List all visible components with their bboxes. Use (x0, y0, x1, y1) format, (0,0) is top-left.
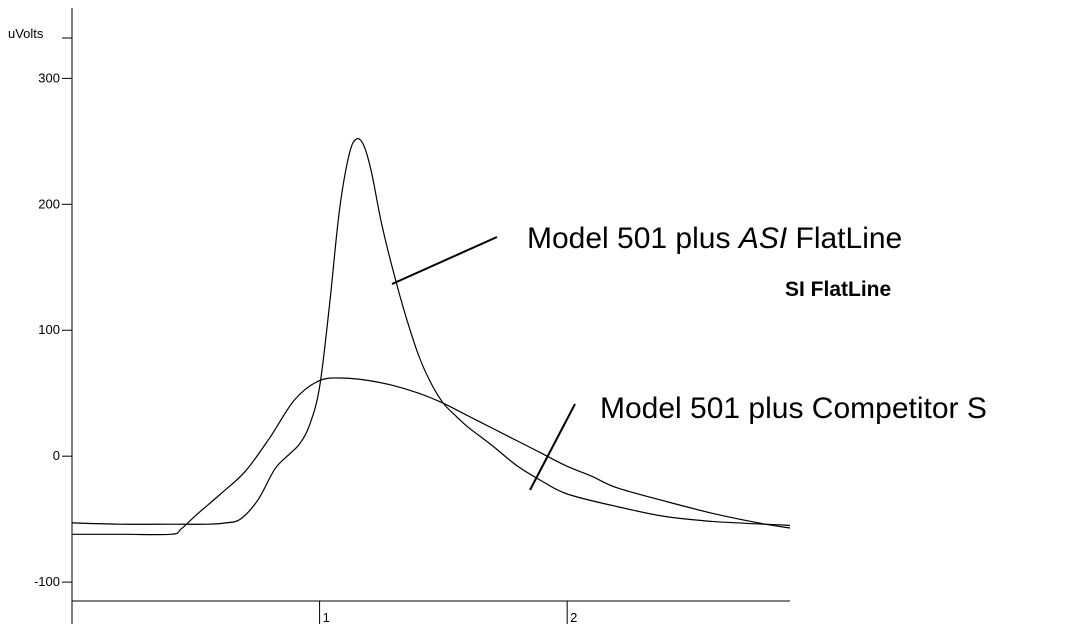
annotation-asi-italic: ASI (737, 222, 787, 255)
series-competitor-s-line (71, 377, 791, 536)
annotation-asi-pre: Model 501 plus (527, 222, 739, 255)
y-ticks: 300 200 100 0 -100 (34, 70, 72, 589)
y-tick-label: 300 (38, 70, 60, 85)
annotation-leader-competitor (529, 403, 576, 491)
annotations: Model 501 plus ASI FlatLine SI FlatLine … (391, 222, 987, 491)
axes: uVolts (8, 8, 790, 624)
y-tick-label: -100 (34, 574, 60, 589)
series-asi-flatline-line (71, 137, 791, 526)
x-tick-label: 1 (323, 610, 330, 624)
annotation-asi-post: FlatLine (787, 222, 902, 255)
y-tick-label: 0 (53, 448, 60, 463)
y-tick-label: 100 (38, 322, 60, 337)
y-axis-label: uVolts (8, 26, 44, 41)
series-lines (71, 137, 791, 536)
y-tick-label: 200 (38, 196, 60, 211)
annotation-leader-asi (391, 236, 498, 285)
x-tick-label: 2 (570, 610, 577, 624)
annotation-asi-flatline-fragment: SI FlatLine (785, 278, 891, 301)
annotation-competitor-s: Model 501 plus Competitor S (600, 392, 987, 425)
annotation-asi-flatline: Model 501 plus ASI FlatLine (527, 222, 902, 255)
